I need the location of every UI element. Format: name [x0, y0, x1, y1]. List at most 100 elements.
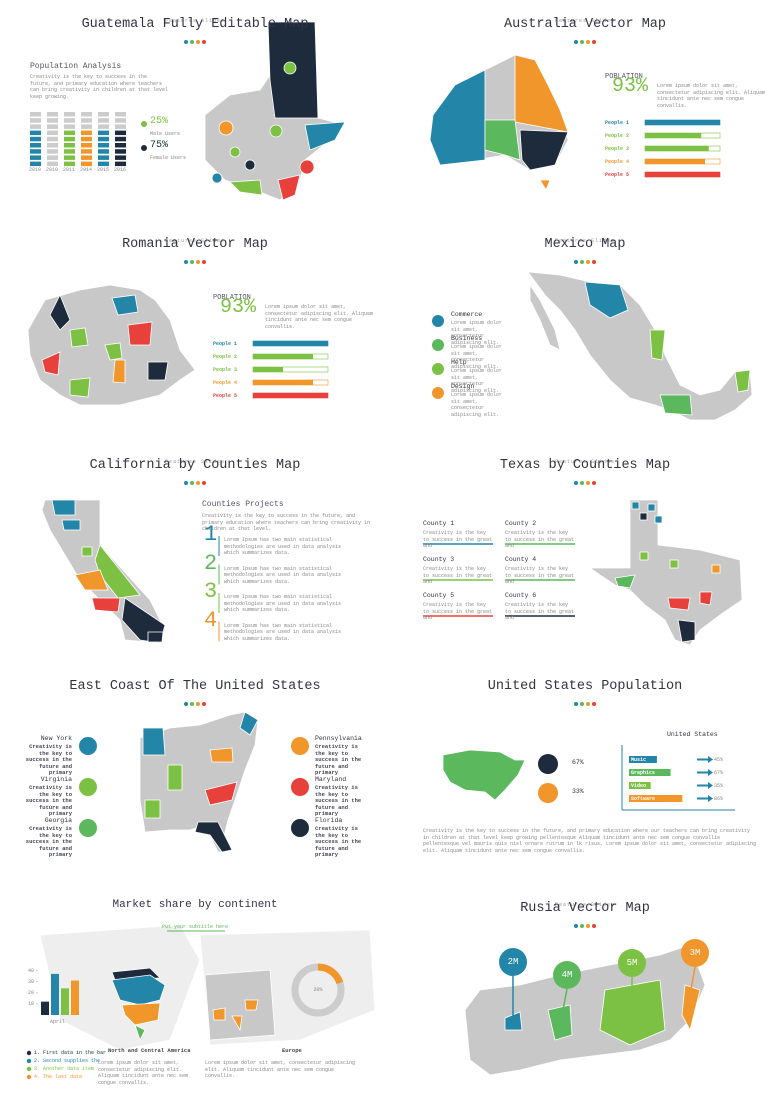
h: Counties Projects	[202, 500, 284, 509]
text: Creativity is the key to success in the …	[505, 566, 575, 585]
bar-cell	[47, 155, 58, 160]
map-shape	[94, 544, 141, 599]
text: Creativity is the key to success in the …	[202, 513, 371, 532]
title-dot	[586, 40, 590, 44]
map-shape	[239, 711, 259, 736]
bar-cell	[81, 143, 92, 148]
map-shape	[112, 359, 126, 384]
map-shape	[291, 778, 309, 796]
title-dot	[190, 260, 194, 264]
h: POBLATION	[213, 294, 251, 302]
h: 25%	[150, 116, 169, 127]
name: 33%	[572, 788, 584, 795]
map-shape	[514, 54, 569, 133]
bar-cell	[115, 136, 126, 142]
text: Lorem Ipsum has two main statistical met…	[224, 594, 342, 613]
title-dot	[190, 481, 194, 485]
map-shape	[211, 172, 223, 184]
progress-bar	[645, 120, 720, 125]
map-shape	[654, 515, 663, 524]
text: Female Users	[150, 155, 187, 161]
bar-cell	[115, 155, 126, 160]
title-dot	[196, 40, 200, 44]
title-dot	[574, 481, 578, 485]
text: April	[50, 1019, 66, 1025]
progress-bar	[253, 341, 328, 346]
bar-cell	[98, 124, 109, 129]
text: People 4	[605, 159, 630, 165]
title-dot	[184, 40, 188, 44]
map-shape	[134, 1024, 146, 1042]
map-shape	[69, 327, 89, 348]
text: People 5	[605, 172, 630, 178]
bold: Europe	[282, 1047, 302, 1054]
title-dot	[574, 260, 578, 264]
title-dot	[592, 481, 596, 485]
map-shape	[659, 394, 693, 416]
map-shape	[734, 369, 751, 393]
title-dot	[202, 40, 206, 44]
bar-cell	[30, 130, 41, 136]
progress-bar	[645, 133, 702, 138]
map-shape	[299, 159, 315, 175]
progress-bar	[253, 367, 283, 372]
bar-cell	[30, 161, 41, 167]
map-shape	[584, 281, 629, 319]
title: Texas by Counties Map	[499, 458, 671, 473]
bar-cell	[30, 155, 41, 160]
text: Graphics	[631, 770, 656, 776]
bold: North and Central America	[108, 1047, 191, 1054]
map-shape	[79, 737, 97, 755]
title-dot	[196, 702, 200, 706]
text: 86%	[714, 796, 724, 802]
text: Lorem ipsum dolor sit amet, consectetur …	[205, 1060, 356, 1079]
name: County 2	[505, 520, 537, 527]
arrow-head	[708, 756, 713, 763]
text: Video	[631, 783, 647, 789]
text: 5M	[626, 958, 638, 968]
title-dot	[586, 924, 590, 928]
bold: Creativity is the key to success in the …	[25, 825, 72, 858]
title: United States Population	[487, 679, 683, 694]
title: Mexico Map	[544, 237, 626, 252]
bar-cell	[47, 124, 58, 129]
brand: Features Slides	[164, 459, 225, 465]
name: Georgia	[44, 817, 72, 824]
text: Creativity is the key to success in the …	[423, 566, 493, 585]
text: 3M	[689, 948, 701, 958]
bold: Creativity is the key to success in the …	[25, 784, 72, 817]
map-shape	[669, 559, 679, 569]
legend-dot	[26, 1074, 32, 1080]
arrow-head	[708, 769, 713, 776]
bold: Creativity is the key to success in the …	[315, 784, 362, 817]
map-shape	[269, 124, 283, 138]
brand: Features Slides	[554, 18, 615, 24]
text: 2016	[114, 167, 127, 173]
title-dot	[592, 702, 596, 706]
map-shape	[527, 271, 753, 421]
bar-cell	[30, 136, 41, 142]
title-dot	[574, 40, 578, 44]
bar-cell	[98, 112, 109, 117]
map-shape	[499, 948, 527, 976]
title-dot	[190, 702, 194, 706]
map-shape	[529, 283, 561, 351]
title: Australia Vector Map	[503, 17, 667, 32]
text: 20	[27, 989, 34, 996]
bar	[71, 980, 79, 1015]
text: People 1	[213, 341, 238, 347]
bar-cell	[81, 118, 92, 123]
name: Help	[451, 359, 467, 366]
title-dot	[580, 702, 584, 706]
text: Put your subtitle here	[161, 924, 228, 930]
bar-cell	[98, 149, 109, 154]
map-shape	[204, 781, 238, 806]
bar-cell	[64, 112, 75, 117]
bar-cell	[98, 118, 109, 123]
text: 2010	[29, 167, 42, 173]
shape-group	[79, 315, 735, 932]
brand: Features Slides	[164, 18, 225, 24]
map-shape	[667, 597, 691, 611]
name: United States	[667, 731, 718, 738]
